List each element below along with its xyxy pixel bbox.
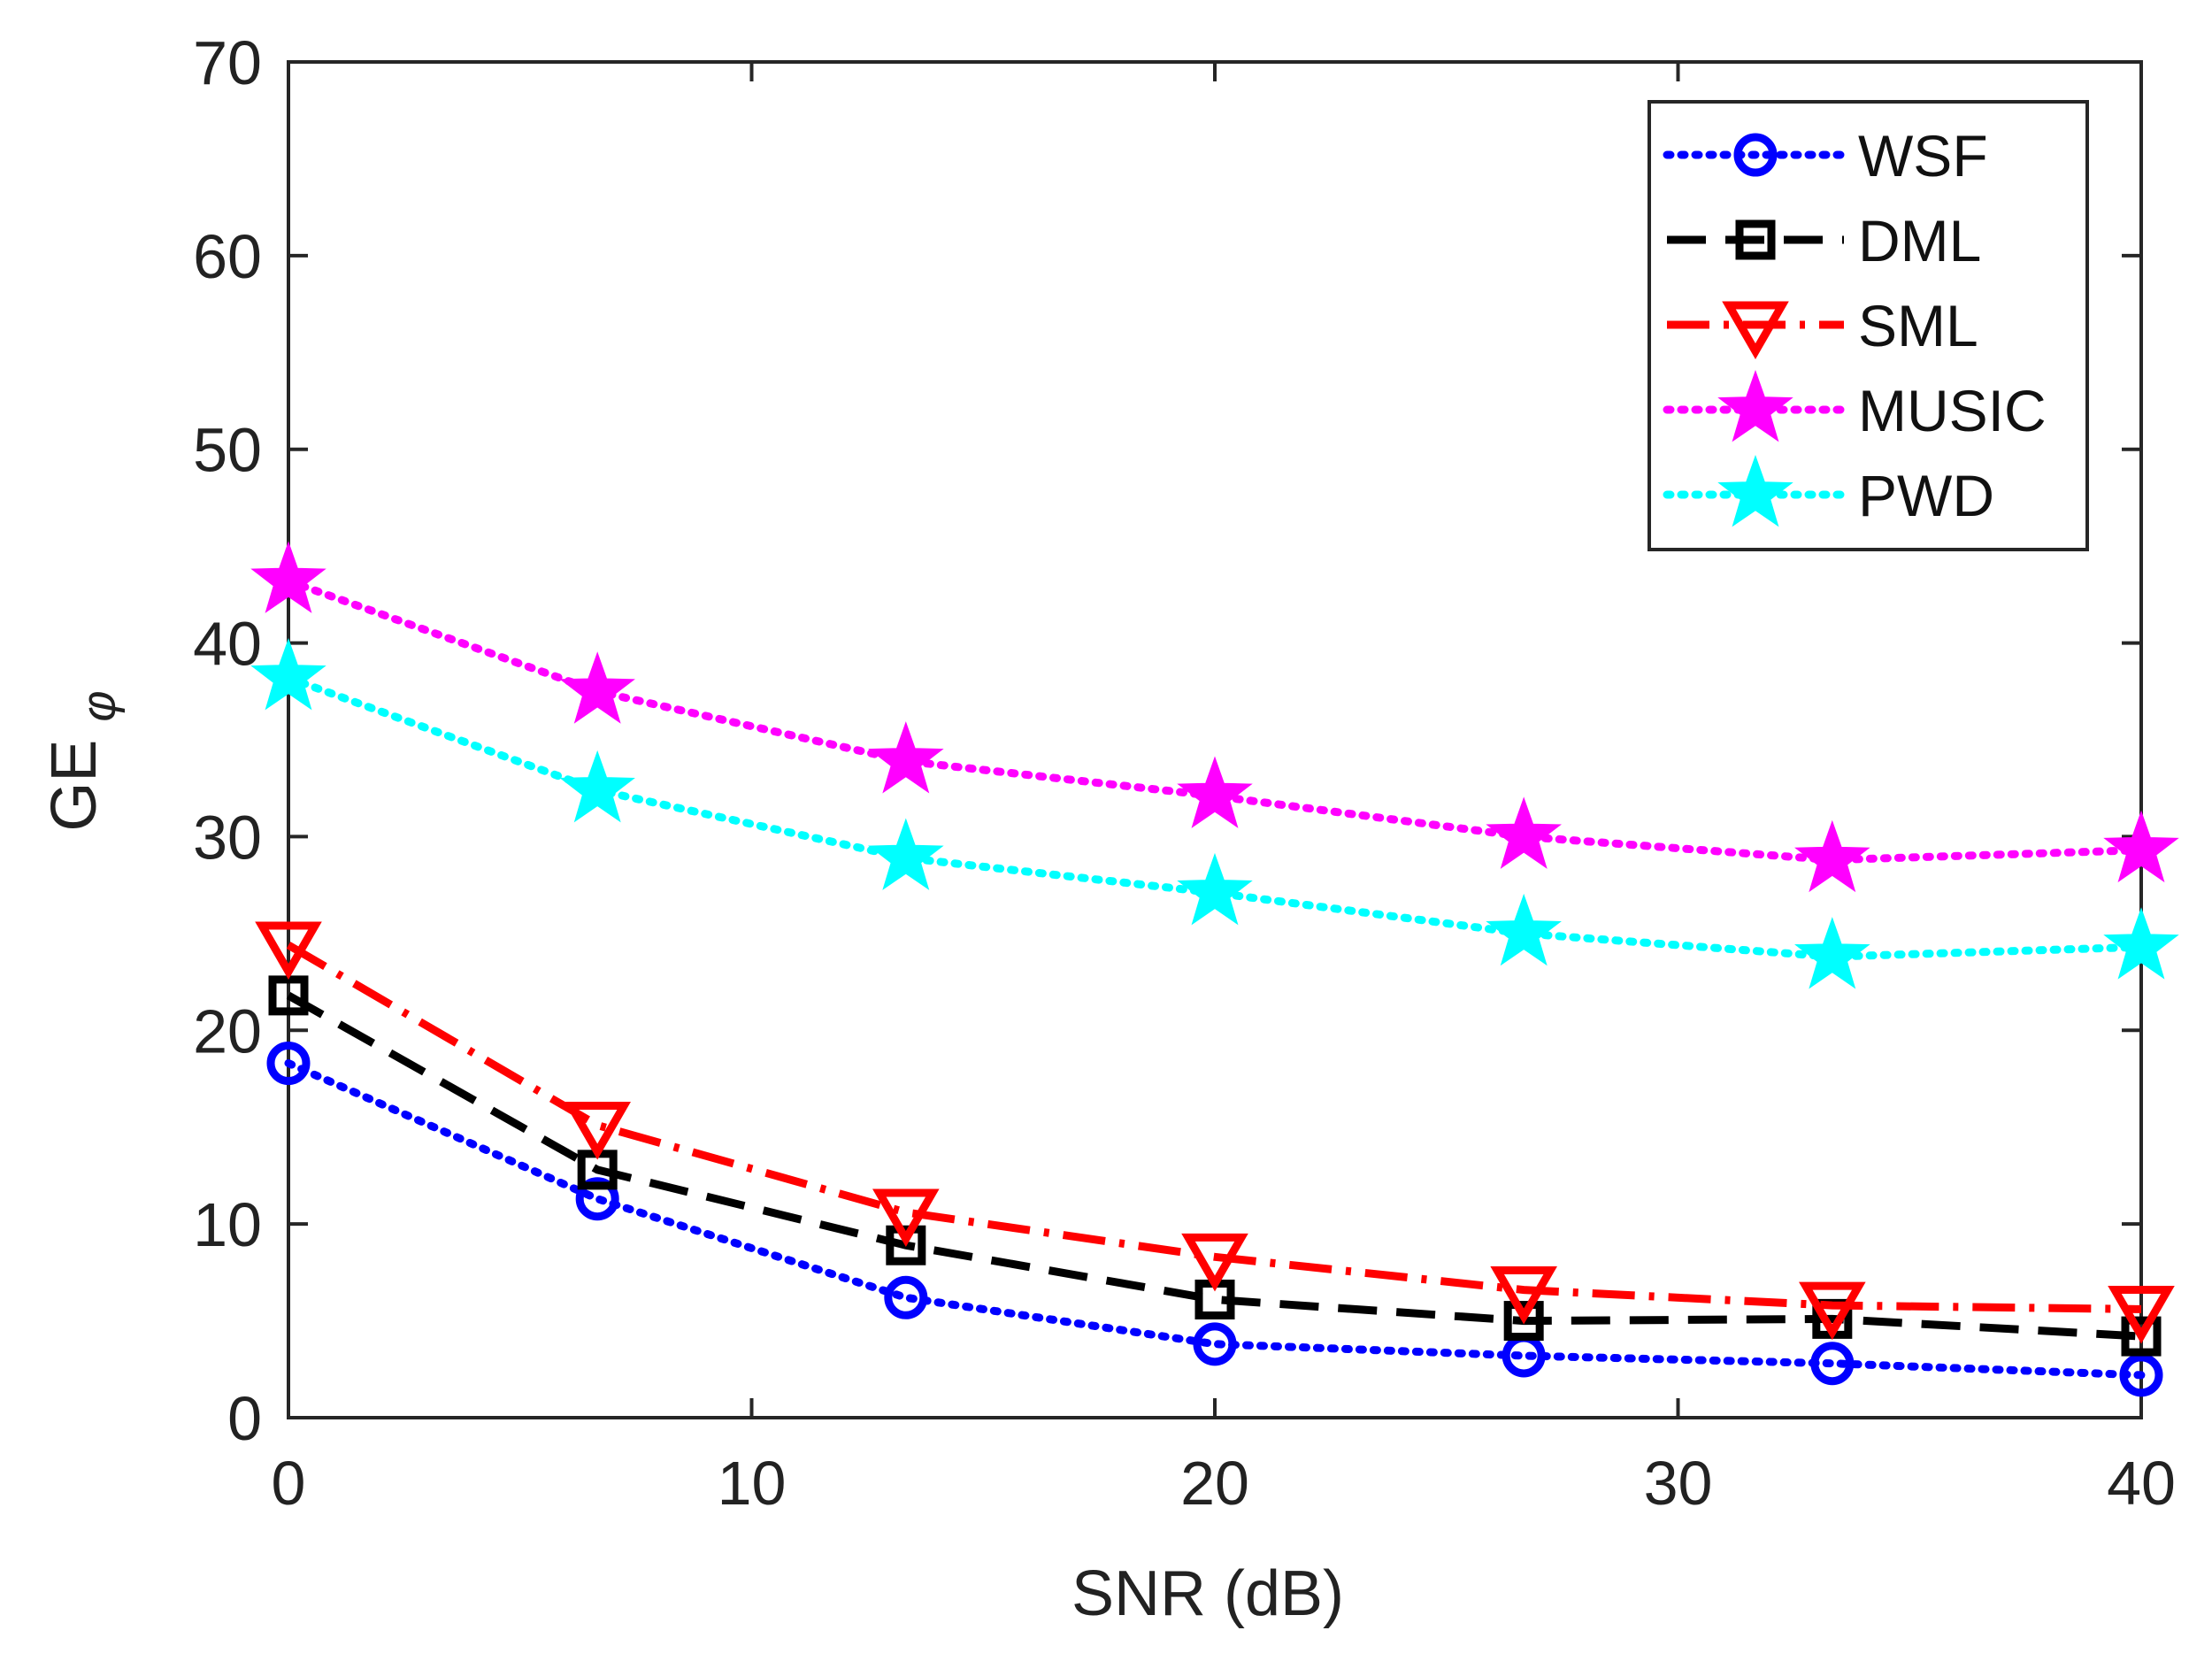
data-point bbox=[575, 1177, 619, 1221]
data-point bbox=[1810, 1342, 1855, 1386]
data-point bbox=[250, 638, 326, 711]
legend-marker bbox=[1733, 133, 1778, 177]
legend-label: MUSIC bbox=[1858, 378, 2047, 443]
y-tick-label: 70 bbox=[193, 28, 262, 97]
tick-labels: 0 10 20 30 40 0 10 20 30 40 50 60 70 bbox=[193, 28, 2176, 1518]
x-tick-label: 10 bbox=[718, 1449, 787, 1518]
data-point bbox=[1490, 1266, 1557, 1325]
data-point bbox=[564, 1102, 631, 1160]
data-point bbox=[2119, 1353, 2163, 1397]
series-line bbox=[286, 942, 2142, 1313]
legend: WSF DML SML MUSIC PWD bbox=[1647, 100, 2089, 551]
data-point bbox=[266, 1041, 311, 1085]
legend-label: SML bbox=[1858, 293, 1978, 358]
data-point bbox=[868, 818, 944, 890]
x-tick-label: 0 bbox=[272, 1449, 306, 1518]
x-tick-label: 40 bbox=[2107, 1449, 2176, 1518]
y-axis-title-subscript: φ bbox=[73, 690, 126, 721]
y-tick-label: 10 bbox=[193, 1190, 262, 1259]
y-tick-label: 60 bbox=[193, 222, 262, 291]
data-point bbox=[1794, 819, 1870, 893]
data-point bbox=[884, 1275, 928, 1319]
data-point bbox=[1503, 1301, 1544, 1342]
series-music bbox=[250, 541, 2179, 893]
legend-label: DML bbox=[1858, 208, 1981, 273]
legend-marker bbox=[1735, 219, 1776, 260]
y-tick-label: 30 bbox=[193, 803, 262, 872]
x-tick-label: 30 bbox=[1644, 1449, 1713, 1518]
series-line bbox=[286, 991, 2142, 1341]
legend-item-wsf: WSF bbox=[1663, 123, 1988, 188]
y-axis-title-group: GE φ bbox=[39, 690, 126, 831]
data-point bbox=[1181, 1233, 1248, 1292]
data-point bbox=[2103, 810, 2179, 883]
data-point bbox=[1193, 1322, 1237, 1366]
data-point bbox=[255, 921, 322, 980]
axes bbox=[287, 60, 2143, 1419]
legend-label: WSF bbox=[1858, 123, 1988, 188]
legend-item-sml: SML bbox=[1667, 293, 1978, 360]
y-axis-title: GE bbox=[39, 740, 110, 832]
data-point bbox=[2103, 907, 2179, 980]
data-point bbox=[1794, 917, 1870, 989]
data-point bbox=[872, 1188, 940, 1248]
data-point bbox=[1799, 1281, 1866, 1341]
legend-marker bbox=[1722, 301, 1789, 360]
data-point bbox=[559, 651, 635, 724]
x-tick-label: 20 bbox=[1180, 1449, 1249, 1518]
data-point bbox=[250, 541, 326, 613]
series-sml bbox=[255, 921, 2175, 1344]
y-tick-label: 0 bbox=[227, 1384, 262, 1453]
legend-box bbox=[1647, 100, 2089, 551]
data-point bbox=[2121, 1316, 2162, 1357]
legend-item-dml: DML bbox=[1667, 208, 1981, 273]
legend-marker bbox=[1717, 455, 1793, 527]
y-tick-label: 20 bbox=[193, 996, 262, 1065]
series-pwd bbox=[250, 638, 2179, 989]
data-point bbox=[1177, 852, 1253, 926]
legend-label: PWD bbox=[1858, 463, 1994, 528]
series-wsf bbox=[266, 1041, 2163, 1397]
legend-marker bbox=[1717, 370, 1793, 442]
svg-text:GEφ: GE φ bbox=[39, 690, 126, 831]
series-line bbox=[284, 1059, 2146, 1380]
data-point bbox=[2108, 1285, 2175, 1344]
plot-area bbox=[250, 541, 2179, 1397]
x-axis-title: SNR (dB) bbox=[1071, 1558, 1344, 1629]
data-point bbox=[868, 721, 944, 794]
legend-item-music: MUSIC bbox=[1663, 370, 2047, 443]
y-tick-label: 50 bbox=[193, 416, 262, 485]
series-dml bbox=[268, 975, 2162, 1357]
data-point bbox=[886, 1225, 926, 1265]
y-tick-label: 40 bbox=[193, 610, 262, 679]
data-point bbox=[559, 750, 635, 823]
data-point bbox=[1486, 893, 1562, 966]
data-point bbox=[1486, 796, 1562, 869]
legend-item-pwd: PWD bbox=[1663, 455, 1994, 528]
series-line bbox=[284, 673, 2146, 961]
series-line bbox=[284, 577, 2146, 865]
data-point bbox=[1177, 756, 1253, 828]
